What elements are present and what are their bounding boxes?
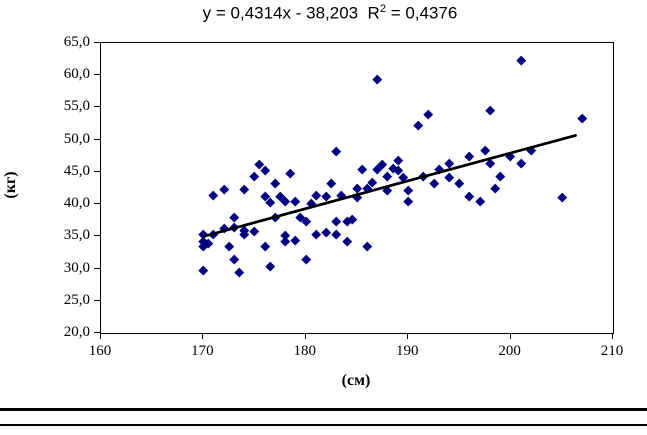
scatter-point xyxy=(372,74,383,84)
y-axis-tick xyxy=(94,332,100,333)
trendline xyxy=(203,133,578,239)
y-axis-tick-label: 55,0 xyxy=(63,98,90,115)
scatter-point xyxy=(198,265,208,275)
scatter-point xyxy=(393,155,403,165)
scatter-point xyxy=(219,184,229,194)
scatter-point xyxy=(557,193,567,203)
chart-title-rsquared: = 0,4376 xyxy=(385,3,458,23)
bottom-rule-thin xyxy=(0,424,647,426)
scatter-point xyxy=(577,113,587,123)
scatter-point xyxy=(444,172,454,182)
scatter-point xyxy=(429,178,439,189)
y-axis-tick xyxy=(94,203,100,205)
scatter-point xyxy=(239,184,249,194)
x-axis-tick-label: 210 xyxy=(600,343,624,359)
scatter-point xyxy=(357,164,367,174)
x-axis-tick-label: 190 xyxy=(395,343,419,359)
y-axis-tick xyxy=(94,106,100,108)
scatter-point xyxy=(229,212,239,222)
scatter-point xyxy=(383,171,393,181)
scatter-point xyxy=(311,229,321,239)
scatter-point xyxy=(301,254,311,265)
scatter-point xyxy=(260,242,270,252)
y-axis-tick xyxy=(94,267,100,269)
scatter-point xyxy=(224,242,234,252)
y-axis-tick-label: 50,0 xyxy=(63,130,90,147)
y-axis-title: (кг) xyxy=(2,171,19,199)
x-axis-tick xyxy=(100,333,101,339)
y-axis-tick xyxy=(94,74,100,76)
scatter-point xyxy=(209,190,219,200)
scatter-point xyxy=(424,109,434,119)
scatter-point xyxy=(280,196,290,207)
chart-title-equation: y = 0,4314x - 38,203 R xyxy=(202,3,380,23)
chart-title-superscript: 2 xyxy=(379,3,386,15)
x-axis-tick xyxy=(407,333,409,339)
scatter-point xyxy=(403,196,413,207)
scatter-point xyxy=(234,267,244,278)
y-axis-tick xyxy=(94,170,100,172)
y-axis-tick-label: 60,0 xyxy=(63,66,90,83)
x-axis-tick-label: 200 xyxy=(498,343,521,359)
scatter-point xyxy=(270,178,280,189)
scatter-point xyxy=(249,171,260,181)
scatter-point xyxy=(362,242,372,252)
scatter-point xyxy=(485,105,495,115)
x-axis-tick xyxy=(509,333,511,339)
scatter-point xyxy=(465,191,475,201)
scatter-point xyxy=(280,236,290,247)
scatter-point xyxy=(265,261,275,271)
x-axis-tick-label: 180 xyxy=(293,343,317,359)
bottom-rule-thick xyxy=(0,408,647,411)
scatter-point xyxy=(480,145,490,155)
scatter-point xyxy=(454,178,464,189)
scatter-point xyxy=(475,196,485,207)
y-axis-tick-label: 40,0 xyxy=(63,195,90,212)
y-axis-tick-label: 65,0 xyxy=(63,34,90,50)
scatter-point xyxy=(260,165,270,176)
y-axis-tick-label: 30,0 xyxy=(63,259,90,276)
y-axis-tick xyxy=(94,138,100,140)
y-axis-tick-label: 45,0 xyxy=(63,162,90,179)
scatter-point xyxy=(516,55,526,65)
x-axis-tick-label: 170 xyxy=(191,343,214,359)
y-axis-tick xyxy=(94,42,100,43)
scatter-point xyxy=(311,190,321,200)
x-axis-tick-label: 160 xyxy=(88,343,112,359)
y-axis-tick xyxy=(94,235,100,237)
scatter-point xyxy=(229,254,239,265)
chart-title: y = 0,4314x - 38,203 R2 = 0,4376 xyxy=(60,3,600,24)
scatter-point xyxy=(285,168,296,178)
x-axis-title: (см) xyxy=(341,372,371,389)
scatter-point xyxy=(413,120,424,131)
scatter-point xyxy=(249,226,260,236)
scatter-point xyxy=(465,151,475,162)
scatter-point xyxy=(342,236,352,247)
scatter-point xyxy=(321,227,331,238)
scatter-point xyxy=(290,235,301,245)
scatter-point xyxy=(331,146,342,156)
y-axis-tick xyxy=(94,299,100,301)
y-axis-tick-label: 20,0 xyxy=(63,324,90,340)
x-axis-tick xyxy=(304,333,306,339)
scatter-point xyxy=(495,171,505,181)
scatter-point xyxy=(326,178,336,189)
y-axis-tick-label: 35,0 xyxy=(63,227,90,244)
scatter-point xyxy=(516,158,526,168)
scatter-point xyxy=(490,184,500,194)
scatter-point xyxy=(331,229,342,239)
y-axis-tick-label: 25,0 xyxy=(63,291,90,308)
x-axis-tick xyxy=(612,333,613,339)
scatter-point xyxy=(331,216,342,226)
scatter-point xyxy=(290,196,301,207)
x-axis-tick xyxy=(202,333,204,339)
scatter-point xyxy=(403,185,413,195)
plot-area xyxy=(100,42,614,334)
